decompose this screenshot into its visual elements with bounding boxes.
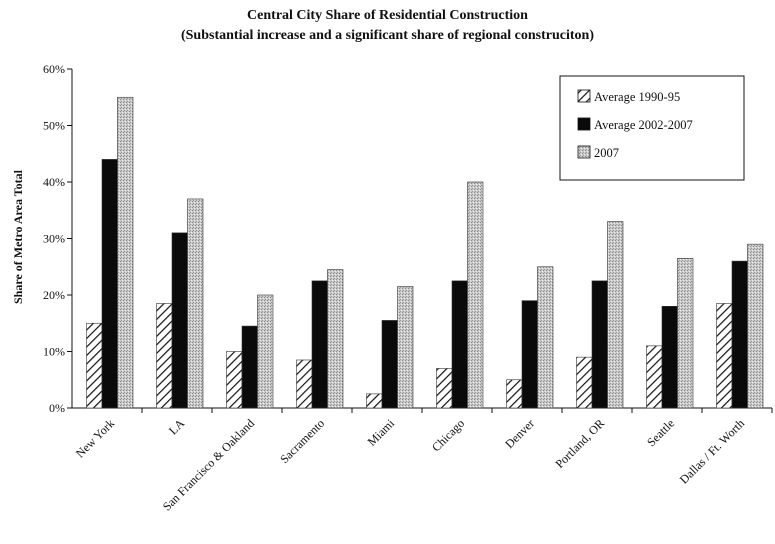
category-label: New York	[73, 416, 117, 460]
bar-2007-8	[677, 257, 694, 409]
bar-average-2002-2007-8	[661, 305, 678, 409]
category-label: Denver	[502, 416, 537, 451]
bar-average-1990-95-5	[436, 368, 453, 409]
category-label: Portland, OR	[552, 416, 607, 471]
legend-swatch	[577, 117, 591, 131]
category-label: Miami	[365, 416, 398, 449]
bar-2007-0	[117, 96, 134, 409]
bar-average-2002-2007-5	[451, 280, 468, 409]
legend-label: Average 1990-95	[594, 90, 680, 104]
bar-average-1990-95-0	[86, 322, 103, 409]
chart-title-block: Central City Share of Residential Constr…	[0, 6, 775, 46]
y-tick-label: 10%	[43, 345, 65, 359]
bar-average-1990-95-3	[296, 359, 313, 409]
bar-average-1990-95-1	[156, 303, 173, 409]
chart-subtitle: (Substantial increase and a significant …	[180, 28, 595, 43]
bar-average-1990-95-8	[646, 345, 663, 409]
legend-label: 2007	[594, 146, 619, 160]
bar-2007-7	[607, 221, 624, 409]
legend-swatch	[577, 145, 591, 159]
bar-average-1990-95-2	[226, 351, 243, 409]
bar-2007-6	[537, 266, 554, 409]
y-tick-label: 0%	[49, 401, 65, 415]
y-tick-label: 40%	[43, 175, 65, 189]
bar-2007-5	[467, 181, 484, 409]
bar-average-2002-2007-1	[171, 232, 188, 409]
bars	[86, 96, 764, 409]
y-tick-label: 50%	[43, 119, 65, 133]
bar-2007-9	[747, 243, 764, 409]
legend-label: Average 2002-2007	[594, 118, 693, 132]
bar-average-1990-95-6	[506, 379, 523, 409]
legend-box	[559, 75, 745, 181]
bar-average-2002-2007-2	[241, 325, 258, 409]
category-label: LA	[166, 416, 187, 437]
bar-average-2002-2007-6	[521, 300, 538, 409]
bar-average-1990-95-9	[716, 303, 733, 409]
y-axis-label: Share of Metro Area Total	[11, 169, 25, 304]
chart-title: Central City Share of Residential Constr…	[247, 8, 528, 23]
legend-swatch	[577, 89, 591, 103]
bar-average-1990-95-4	[366, 393, 383, 409]
category-label: Dallas / Ft. Worth	[677, 416, 747, 486]
bar-average-2002-2007-7	[591, 280, 608, 409]
category-label: Sacramento	[277, 416, 327, 466]
bar-average-2002-2007-0	[101, 159, 118, 409]
bar-average-2002-2007-3	[311, 280, 328, 409]
category-label: Chicago	[429, 416, 467, 454]
legend: Average 1990-95 Average 2002-2007 2007	[559, 75, 745, 181]
y-tick-label: 20%	[43, 288, 65, 302]
bar-average-1990-95-7	[576, 356, 593, 409]
bar-2007-4	[397, 286, 414, 409]
bar-2007-2	[257, 294, 274, 409]
bar-average-2002-2007-4	[381, 320, 398, 409]
y-tick-label: 60%	[43, 62, 65, 76]
bar-2007-3	[327, 269, 344, 409]
category-label: Seattle	[644, 416, 677, 449]
bar-2007-1	[187, 198, 204, 409]
bar-average-2002-2007-9	[731, 260, 748, 409]
y-tick-label: 30%	[43, 232, 65, 246]
